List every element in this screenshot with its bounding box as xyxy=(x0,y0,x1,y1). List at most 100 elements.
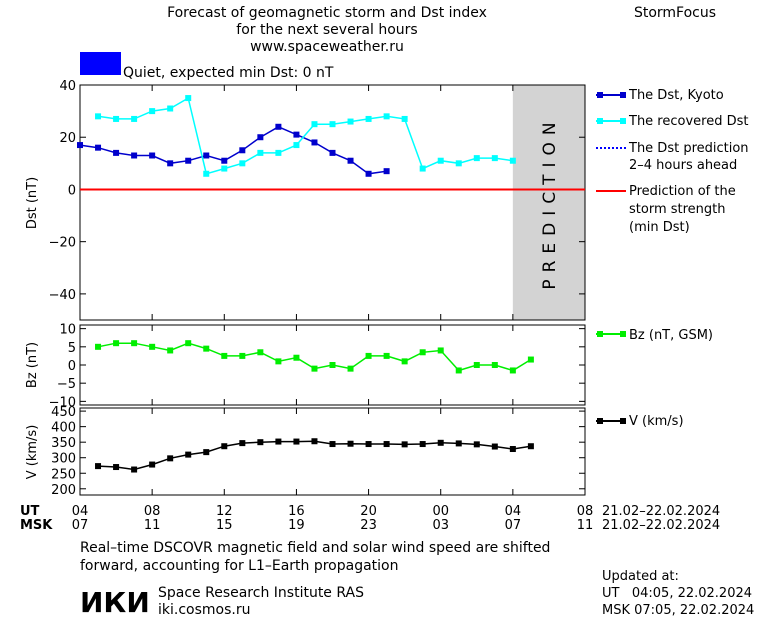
series-line-dst-recovered xyxy=(97,96,514,175)
data-point-v xyxy=(473,441,480,448)
data-point-dst-recovered xyxy=(437,157,444,164)
data-point-dst-recovered xyxy=(419,165,426,172)
data-point-dst-recovered xyxy=(311,121,318,128)
data-point-bz xyxy=(473,362,480,368)
data-point-bz xyxy=(239,352,246,359)
data-point-dst-recovered xyxy=(167,105,174,112)
status-color-swatch xyxy=(80,52,121,75)
data-point-dst-kyoto xyxy=(95,144,102,151)
data-point-v xyxy=(347,440,354,447)
data-point-v xyxy=(383,441,390,448)
data-point-v xyxy=(149,461,156,468)
data-point-bz xyxy=(293,354,300,361)
legend-marker-v-end xyxy=(620,418,626,424)
data-point-bz xyxy=(401,358,408,365)
data-point-dst-recovered xyxy=(365,115,372,122)
legend-item-dst-recovered: The recovered Dst xyxy=(596,114,748,129)
data-point-v xyxy=(95,463,102,470)
data-point-dst-kyoto xyxy=(275,123,282,130)
data-point-v xyxy=(167,455,174,462)
v-ytick-label: 250 xyxy=(51,467,76,482)
data-point-dst-kyoto xyxy=(329,149,336,156)
series-line-v xyxy=(97,440,532,471)
legend-item-dst-prediction: The Dst prediction 2–4 hours ahead xyxy=(596,141,749,173)
data-point-dst-kyoto xyxy=(365,170,372,177)
data-point-v xyxy=(419,441,426,448)
data-point-bz xyxy=(311,365,318,372)
legend-item-storm-strength: Prediction of the storm strength (min Ds… xyxy=(596,184,736,235)
ut-tick-label: 16 xyxy=(288,504,305,519)
data-point-dst-recovered xyxy=(347,118,354,125)
v-ytick-label: 350 xyxy=(51,436,76,451)
msk-tick-label: 23 xyxy=(360,518,377,533)
bz-ytick-label: 10 xyxy=(59,323,76,338)
data-point-dst-kyoto xyxy=(131,152,138,159)
data-point-v xyxy=(437,439,444,446)
msk-label: MSK xyxy=(20,518,53,533)
ut-label: UT xyxy=(20,504,40,519)
data-point-dst-kyoto xyxy=(311,139,318,146)
data-point-dst-kyoto xyxy=(185,157,192,164)
dst-axis-label: Dst (nT) xyxy=(25,177,40,229)
data-point-dst-kyoto xyxy=(167,160,174,167)
legend-marker-dst-recovered xyxy=(597,118,603,124)
legend-item-v: V (km/s) xyxy=(596,414,684,429)
dst-panel: PREDICTION 40 20 0 −20 −40 xyxy=(49,79,586,321)
ut-date-range: 21.02–22.02.2024 xyxy=(602,504,720,519)
data-point-bz xyxy=(491,362,498,368)
data-point-v xyxy=(509,446,516,453)
data-point-bz xyxy=(383,352,390,359)
legend-marker-bz-end xyxy=(620,331,626,337)
bz-ytick-label: −10 xyxy=(49,395,76,410)
bz-ytick-label: 5 xyxy=(68,341,76,356)
dst-ytick-label: −20 xyxy=(49,236,76,251)
legend-label-storm-strength-2: storm strength xyxy=(629,202,726,217)
dst-ytick-label: 40 xyxy=(59,79,76,94)
data-point-bz xyxy=(329,362,336,368)
brand-name: StormFocus xyxy=(634,5,716,21)
dst-ytick-label: −40 xyxy=(49,288,76,303)
data-point-v xyxy=(527,443,534,450)
data-point-bz xyxy=(167,347,174,354)
prediction-label: PREDICTION xyxy=(540,115,560,289)
data-point-v xyxy=(131,466,138,473)
data-point-bz xyxy=(275,358,282,365)
bz-ytick-label: 0 xyxy=(68,359,76,374)
msk-tick-label: 11 xyxy=(577,518,594,533)
data-point-dst-recovered xyxy=(131,115,138,122)
v-ytick-label: 200 xyxy=(51,483,76,498)
data-point-dst-recovered xyxy=(275,149,282,156)
bz-ytick-label: −5 xyxy=(57,377,76,392)
data-point-dst-kyoto xyxy=(221,157,228,164)
legend-marker-bz xyxy=(597,331,603,337)
v-frame xyxy=(79,407,586,496)
data-point-bz xyxy=(509,367,516,374)
data-point-v xyxy=(185,451,192,458)
msk-tick-label: 07 xyxy=(72,518,89,533)
v-ytick-label: 450 xyxy=(51,405,76,420)
bz-axis-label: Bz (nT) xyxy=(25,342,40,388)
msk-tick-label: 07 xyxy=(505,518,522,533)
status-text: Quiet, expected min Dst: 0 nT xyxy=(123,65,334,81)
data-point-bz xyxy=(455,367,462,374)
data-point-dst-kyoto xyxy=(383,168,390,175)
title-url[interactable]: www.spaceweather.ru xyxy=(250,39,404,55)
legend-label-bz: Bz (nT, GSM) xyxy=(629,328,713,343)
v-ytick-label: 300 xyxy=(51,452,76,467)
dst-ytick-label: 20 xyxy=(59,131,76,146)
data-point-dst-kyoto xyxy=(293,131,300,138)
legend-marker-dst-kyoto xyxy=(597,92,603,98)
msk-tick-label: 11 xyxy=(144,518,161,533)
institute-name: Space Research Institute RAS xyxy=(158,585,364,601)
msk-tick-label: 15 xyxy=(216,518,233,533)
data-point-dst-recovered xyxy=(329,121,336,128)
data-point-dst-recovered xyxy=(257,149,264,156)
legend-label-storm-strength-3: (min Dst) xyxy=(629,220,690,235)
data-point-dst-recovered xyxy=(185,95,192,102)
institute-url[interactable]: iki.cosmos.ru xyxy=(158,602,250,618)
data-point-bz xyxy=(221,352,228,359)
data-point-bz xyxy=(419,349,426,356)
ut-tick-label: 08 xyxy=(577,504,594,519)
